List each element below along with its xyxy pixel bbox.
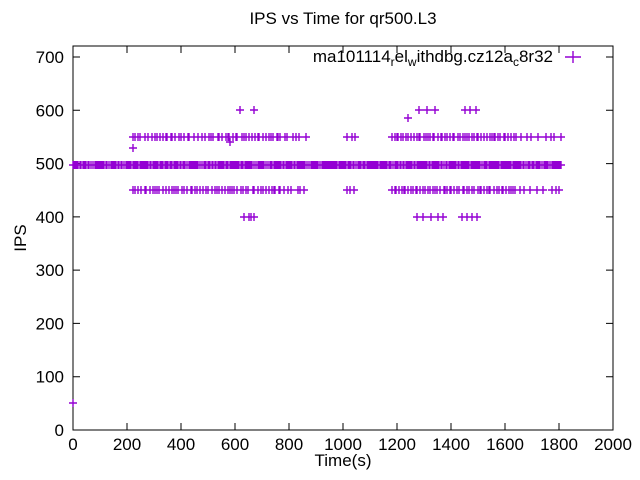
x-axis-label: Time(s) bbox=[314, 451, 372, 470]
x-tick-label: 600 bbox=[221, 435, 249, 454]
axis-ticks bbox=[72, 46, 614, 431]
legend-label-subscript: c bbox=[512, 55, 519, 69]
plot-border bbox=[72, 45, 614, 431]
y-tick-label: 200 bbox=[36, 314, 64, 333]
series-points bbox=[69, 106, 565, 407]
x-tick-label: 2000 bbox=[594, 435, 632, 454]
x-tick-label: 1400 bbox=[432, 435, 470, 454]
y-tick-label: 700 bbox=[36, 48, 64, 67]
legend-label-text: 8r32 bbox=[518, 47, 553, 66]
legend-plus-marker-icon bbox=[565, 51, 581, 63]
legend: ma101114relwithdbg.cz12ac8r32 bbox=[312, 47, 582, 69]
x-tick-label: 400 bbox=[167, 435, 195, 454]
legend-label-text: el bbox=[394, 47, 408, 66]
y-tick-label: 0 bbox=[55, 421, 64, 440]
legend-label-subscript: w bbox=[407, 55, 417, 69]
x-tick-label: 800 bbox=[275, 435, 303, 454]
legend-label-text: ithdbg.cz12a bbox=[416, 47, 513, 66]
y-tick-label: 600 bbox=[36, 101, 64, 120]
y-tick-label: 500 bbox=[36, 155, 64, 174]
legend-label-text: ma101114 bbox=[312, 47, 391, 66]
chart-title: IPS vs Time for qr500.L3 bbox=[249, 9, 437, 28]
x-tick-label: 1800 bbox=[540, 435, 578, 454]
x-tick-label: 1000 bbox=[324, 435, 362, 454]
x-tick-label: 1200 bbox=[378, 435, 416, 454]
legend-label: ma101114relwithdbg.cz12ac8r32 bbox=[312, 47, 553, 69]
y-tick-label: 100 bbox=[36, 368, 64, 387]
legend-label-subscript: r bbox=[390, 55, 395, 69]
x-tick-label: 200 bbox=[113, 435, 141, 454]
y-tick-label: 400 bbox=[36, 208, 64, 227]
x-tick-label: 0 bbox=[68, 435, 77, 454]
x-tick-label: 1600 bbox=[486, 435, 524, 454]
y-tick-label: 300 bbox=[36, 261, 64, 280]
